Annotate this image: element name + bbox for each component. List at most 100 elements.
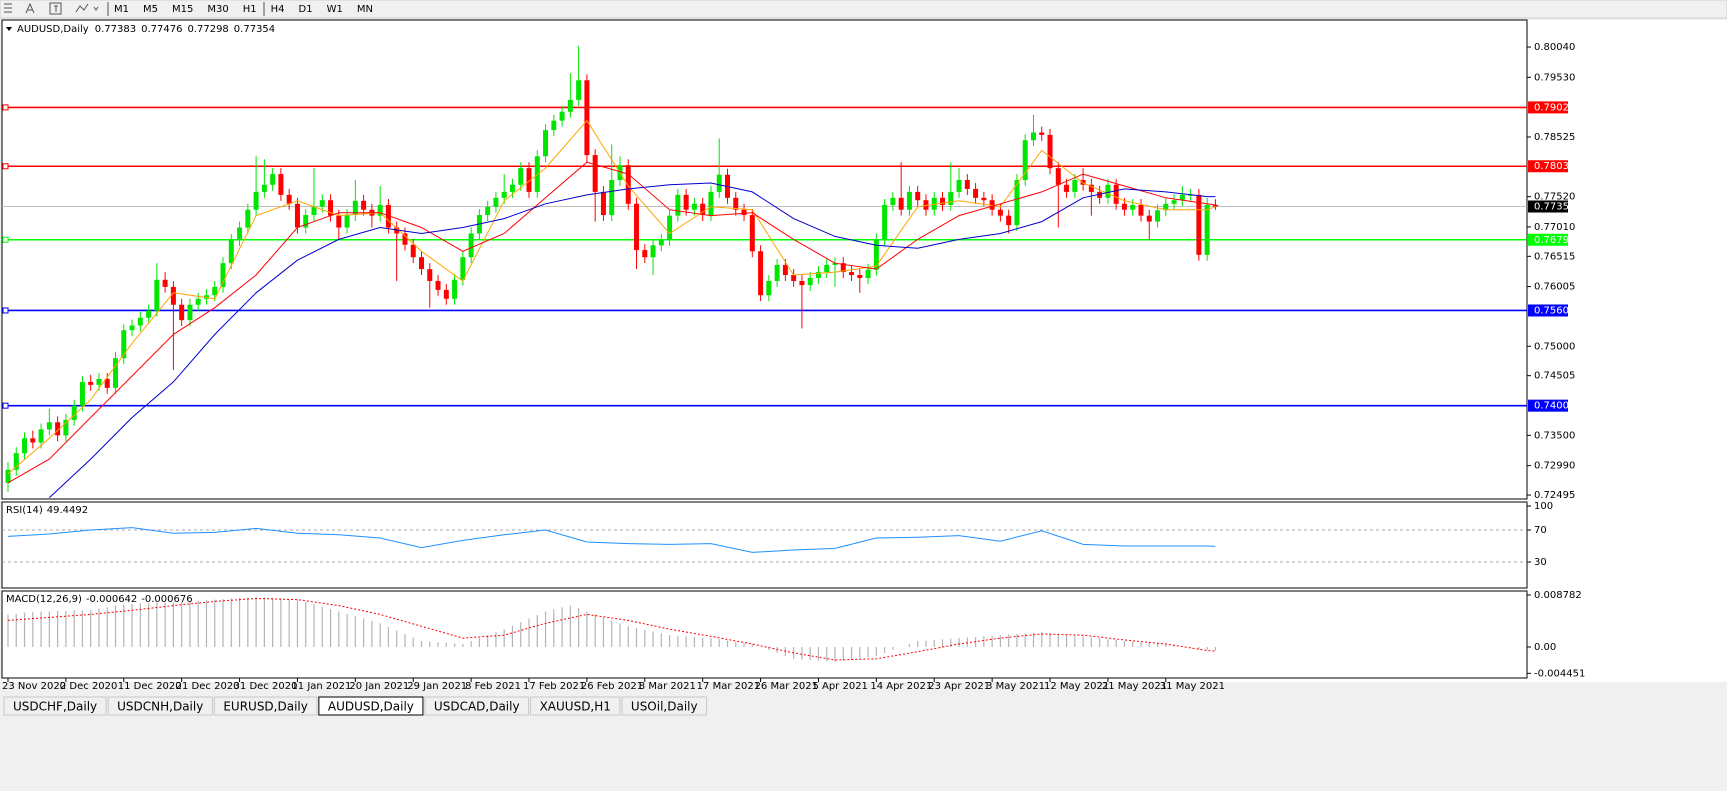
histogram-bar [387,626,390,647]
candle-body [129,325,135,331]
histogram-bar [693,636,696,647]
candle-body [592,155,598,192]
histogram-bar [222,599,224,647]
histogram-bar [544,611,547,647]
candle-body [716,174,722,192]
tab-label[interactable]: USDCHF,Daily [13,700,97,714]
icon-shapes[interactable] [75,3,99,13]
candle-body [1064,184,1070,192]
x-tick-label: 31 May 2021 [1160,681,1225,692]
candle-body [394,227,400,234]
indicator-title: RSI(14) [6,505,43,516]
histogram-bar [470,641,472,647]
candle-body [873,239,879,270]
tab-label[interactable]: USDCNH,Daily [117,700,203,714]
histogram-bar [296,599,299,647]
tab-label[interactable]: USDCAD,Daily [434,700,520,714]
timeframe-button[interactable]: W1 [327,4,343,15]
tab[interactable] [530,696,621,716]
histogram-bar [1074,635,1076,647]
candle-body [526,168,532,192]
candle-body [1105,184,1111,198]
candle-body [311,206,317,216]
level-handle[interactable] [2,104,9,111]
histogram-bar [462,644,464,647]
histogram-bar [850,646,853,660]
icon-crosshair[interactable] [4,3,12,13]
candle-body [187,304,193,321]
tab[interactable] [213,696,318,716]
tab[interactable] [3,696,107,716]
level-label-box [1528,399,1568,412]
candle-body [973,188,979,198]
histogram-bar [1132,641,1134,647]
tab-label[interactable]: EURUSD,Daily [223,700,308,714]
candle-body [162,279,168,287]
candle-body [13,453,19,470]
histogram-bar [1148,642,1150,647]
candle-body [857,275,863,278]
level-handle[interactable] [2,402,9,409]
histogram-bar [1156,643,1159,647]
histogram-bar [139,603,141,647]
icon-text[interactable] [25,2,35,14]
candle-body [758,251,764,296]
tab-label[interactable]: USOil,Daily [631,700,698,714]
candle-body [170,286,176,305]
candle-body [303,215,309,228]
histogram-bar [354,616,356,647]
histogram-bar [98,608,100,647]
level-handle[interactable] [2,307,9,314]
histogram-bar [1190,646,1192,648]
timeframe-button[interactable]: H1 [243,4,257,15]
tab[interactable] [107,696,213,716]
candle-body [766,280,772,296]
candle-body [485,206,491,216]
active-tab[interactable] [318,696,424,716]
candle-body [361,200,367,210]
histogram-bar [1107,639,1109,647]
histogram-bar [15,613,17,647]
timeframe-button[interactable]: M5 [143,4,158,15]
candle-body [427,269,433,281]
timeframe-button[interactable]: D1 [299,4,313,15]
candle-body [286,194,292,204]
timeframe-button[interactable]: M30 [207,4,228,15]
candle-body [55,422,61,436]
level-handle[interactable] [2,236,9,243]
histogram-bar [958,638,960,647]
tab-label[interactable]: AUDUSD,Daily [328,700,414,714]
timeframe-button[interactable]: H4 [271,4,285,15]
candle-body [1113,184,1119,204]
histogram-bar [710,638,712,647]
candle-body [443,289,449,299]
histogram-bar [1016,633,1018,647]
level-label: 0.78032 [1534,161,1575,172]
timeframe-button[interactable]: M1 [114,4,129,15]
timeframe-button[interactable]: MN [357,4,373,15]
candle-body [63,419,69,436]
candle-body [840,263,846,273]
candle-body [96,378,102,385]
x-tick-label: 17 Feb 2021 [523,681,585,692]
indicator-title: MACD(12,26,9) [6,594,82,605]
candle-body [1088,184,1094,192]
level-label: 0.79023 [1534,102,1575,113]
icon-label[interactable] [49,2,62,15]
candle-body [377,204,383,216]
tab[interactable] [621,696,708,716]
timeframe-button[interactable]: M15 [172,4,193,15]
tab-label[interactable]: XAUUSD,H1 [540,700,611,714]
tab[interactable] [424,696,530,716]
candle-body [319,200,325,207]
histogram-bar [892,646,894,650]
histogram-bar [1206,646,1208,650]
histogram-bar [131,603,133,647]
histogram-bar [809,646,811,661]
histogram-bar [826,646,828,662]
candle-body [1047,134,1053,169]
level-handle[interactable] [2,163,9,170]
candle-body [865,269,871,278]
current-price-label: 0.77354 [1534,202,1575,213]
panel-frame [1,501,1528,589]
